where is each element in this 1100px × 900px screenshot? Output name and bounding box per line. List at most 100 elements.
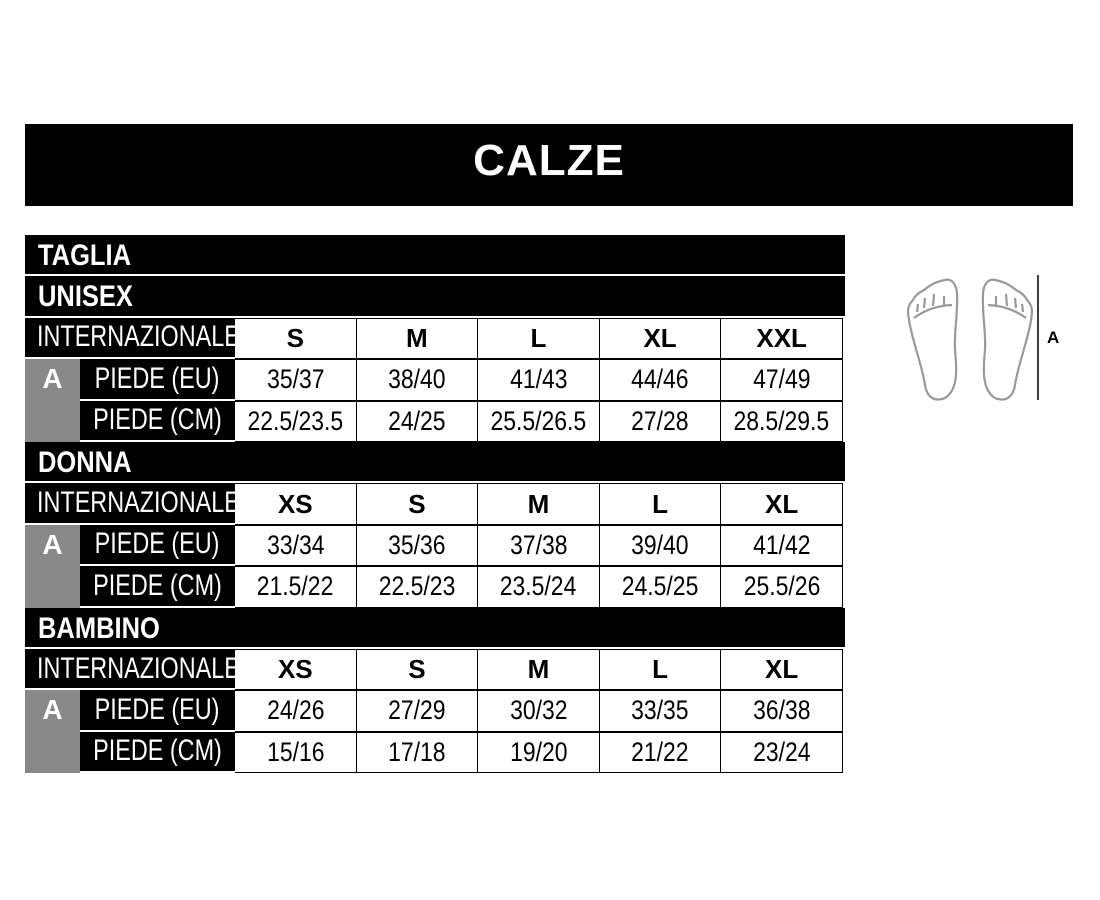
foot-cm-text: PIEDE (CM): [93, 734, 222, 768]
measure-a-cell: [25, 731, 80, 774]
value-cell: 44/46: [599, 359, 722, 401]
international-text: INTERNAZIONALE: [37, 486, 240, 520]
value-cell: 37/38: [478, 524, 600, 567]
section-label: UNISEX: [38, 280, 133, 314]
foot-cm-value: 25.5/26: [743, 571, 820, 602]
foot-cm-text: PIEDE (CM): [93, 568, 222, 602]
value-cell: 47/49: [721, 359, 843, 401]
measure-a-cell: [25, 400, 80, 442]
size-value: S: [286, 322, 304, 353]
size-value: L: [652, 488, 669, 519]
foot-cm-row: PIEDE (CM) 22.5/23.5 24/25 25.5/26.5 27/28 28…: [25, 400, 845, 442]
foot-cm-label: PIEDE (CM): [80, 731, 235, 774]
international-label: INTERNAZIONALE: [25, 648, 240, 691]
foot-eu-row: A PIEDE (EU) 24/26 27/29 30/32 33/35 36/38: [25, 690, 845, 732]
size-value: XS: [277, 654, 313, 685]
value-cell: 39/40: [599, 524, 722, 567]
value-cell: 41/43: [478, 359, 600, 401]
international-text: INTERNAZIONALE: [37, 651, 240, 685]
foot-cm-value: 28.5/29.5: [733, 405, 830, 436]
foot-cm-value: 27/28: [631, 405, 689, 436]
value-cell: 25.5/26.5: [478, 400, 600, 442]
size-value: L: [652, 654, 669, 685]
international-text: INTERNAZIONALE: [37, 320, 240, 354]
foot-cm-text: PIEDE (CM): [93, 403, 222, 437]
international-label: INTERNAZIONALE: [25, 317, 240, 360]
foot-cm-label: PIEDE (CM): [80, 400, 235, 442]
measure-label: A: [1047, 328, 1060, 347]
section-row-unisex: UNISEX: [25, 276, 845, 318]
section-row-bambino: BAMBINO: [25, 607, 845, 649]
size-value: L: [530, 322, 547, 353]
page-title: CALZE: [473, 136, 625, 185]
size-table: TAGLIA UNISEX INTERNAZIONALE S M L XL XXL A PIED…: [25, 235, 845, 774]
foot-cm-value: 22.5/23: [378, 571, 456, 602]
foot-cm-value: 24/25: [388, 405, 446, 436]
foot-cm-value: 15/16: [266, 736, 325, 767]
foot-eu-label: PIEDE (EU): [80, 690, 235, 732]
size-value: XXL: [756, 322, 807, 353]
value-cell: 28.5/29.5: [721, 400, 843, 442]
value-cell: 38/40: [356, 359, 479, 401]
foot-eu-value: 30/32: [509, 695, 568, 726]
foot-cm-value: 22.5/23.5: [247, 405, 344, 436]
foot-cm-label: PIEDE (CM): [80, 566, 235, 608]
measure-a-cell: [25, 566, 80, 608]
size-value: XL: [643, 322, 677, 353]
foot-eu-value: 41/43: [509, 364, 568, 395]
foot-cm-row: PIEDE (CM) 15/16 17/18 19/20 21/22 23/24: [25, 731, 845, 774]
size-value: XL: [765, 488, 799, 519]
size-cell: M: [478, 483, 600, 525]
value-cell: 24/26: [235, 690, 357, 732]
foot-cm-value: 24.5/25: [621, 571, 699, 602]
foot-eu-value: 47/49: [752, 364, 811, 395]
value-cell: 33/34: [235, 524, 357, 567]
size-value: XL: [765, 654, 799, 685]
value-cell: 36/38: [721, 690, 843, 732]
foot-eu-value: 27/29: [388, 695, 446, 726]
foot-cm-value: 21.5/22: [257, 571, 334, 602]
foot-eu-text: PIEDE (EU): [95, 361, 220, 395]
foot-eu-value: 38/40: [388, 364, 446, 395]
value-cell: 17/18: [356, 731, 479, 774]
section-label: BAMBINO: [38, 611, 160, 645]
foot-eu-value: 36/38: [752, 695, 811, 726]
section-label: DONNA: [38, 445, 132, 479]
size-cell: M: [356, 317, 479, 360]
value-cell: 41/42: [721, 524, 843, 567]
value-cell: 24/25: [356, 400, 479, 442]
foot-eu-value: 24/26: [266, 695, 325, 726]
foot-eu-label: PIEDE (EU): [80, 524, 235, 567]
header-label: TAGLIA: [38, 239, 132, 272]
value-cell: 22.5/23: [356, 566, 479, 608]
foot-eu-row: A PIEDE (EU) 35/37 38/40 41/43 44/46 47/49: [25, 359, 845, 401]
foot-cm-value: 19/20: [509, 736, 568, 767]
foot-cm-value: 23.5/24: [500, 571, 577, 602]
foot-eu-value: 44/46: [631, 364, 689, 395]
international-label: INTERNAZIONALE: [25, 483, 240, 525]
size-cell: L: [599, 648, 722, 691]
value-cell: 23.5/24: [478, 566, 600, 608]
foot-cm-row: PIEDE (CM) 21.5/22 22.5/23 23.5/24 24.5/25 25…: [25, 566, 845, 608]
size-cell: XXL: [721, 317, 843, 360]
size-cell: XS: [235, 483, 357, 525]
size-value: M: [527, 488, 550, 519]
foot-eu-value: 33/34: [266, 529, 325, 560]
size-cell: XS: [235, 648, 357, 691]
measure-a-cell: A: [25, 690, 80, 732]
international-row: INTERNAZIONALE XS S M L XL: [25, 483, 845, 525]
foot-eu-value: 35/37: [266, 364, 325, 395]
size-cell: S: [235, 317, 357, 360]
foot-cm-value: 23/24: [752, 736, 811, 767]
value-cell: 24.5/25: [599, 566, 722, 608]
value-cell: 21/22: [599, 731, 722, 774]
foot-cm-value: 21/22: [631, 736, 689, 767]
foot-eu-label: PIEDE (EU): [80, 359, 235, 401]
foot-eu-row: A PIEDE (EU) 33/34 35/36 37/38 39/40 41/42: [25, 524, 845, 567]
size-value: M: [527, 654, 550, 685]
section-row-donna: DONNA: [25, 441, 845, 484]
foot-eu-value: 39/40: [631, 529, 689, 560]
size-cell: XL: [721, 648, 843, 691]
feet-soles-icon: [906, 275, 1039, 401]
header-row: TAGLIA: [25, 235, 845, 277]
